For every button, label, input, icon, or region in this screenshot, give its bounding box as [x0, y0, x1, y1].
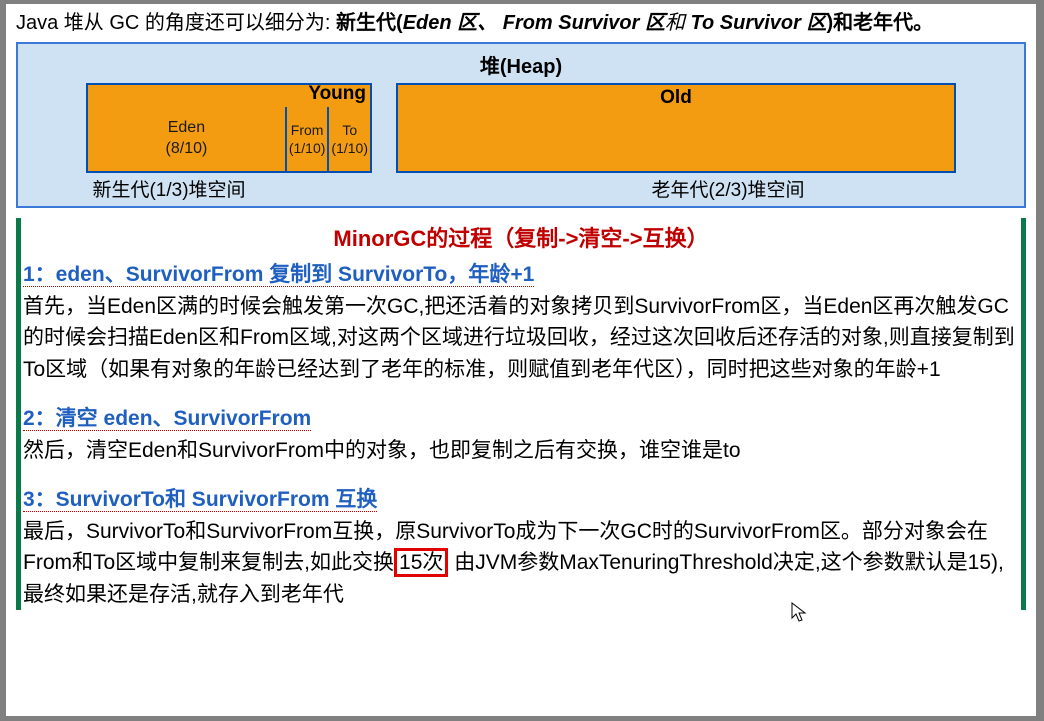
- intro-bold1: 新生代(: [336, 12, 403, 34]
- intro-bold3: 老年代。: [853, 12, 933, 34]
- young-label: Young: [308, 83, 366, 105]
- intro-ital1: Eden 区、 From Survivor 区: [403, 12, 665, 34]
- caption-row: 新生代(1/3)堆空间 老年代(2/3)堆空间: [26, 175, 1016, 202]
- boxed-15: 15次: [394, 548, 448, 577]
- step1: 1：eden、SurvivorFrom 复制到 SurvivorTo，年龄+1 …: [21, 259, 1021, 385]
- from-name: From: [289, 121, 326, 139]
- step2-body: 然后，清空Eden和SurvivorFrom中的对象，也即复制之后有交换，谁空谁…: [23, 439, 741, 462]
- heap-row: Young Eden (8/10) From (1/10) To (1/10): [26, 83, 1016, 173]
- intro-bold2: )和: [826, 12, 853, 34]
- intro-mid1: 和: [665, 12, 691, 34]
- old-box: Old: [396, 83, 956, 173]
- step1-head: 1：eden、SurvivorFrom 复制到 SurvivorTo，年龄+1: [23, 263, 534, 287]
- to-ratio: (1/10): [331, 139, 368, 157]
- eden-name: Eden: [88, 118, 285, 139]
- content-area: MinorGC的过程（复制->清空->互换） 1：eden、SurvivorFr…: [16, 218, 1026, 610]
- step3-head: 3：SurvivorTo和 SurvivorFrom 互换: [23, 488, 377, 512]
- intro-ital2: To Survivor 区: [691, 12, 827, 34]
- from-ratio: (1/10): [289, 139, 326, 157]
- caption-young: 新生代(1/3)堆空间: [26, 175, 312, 202]
- section-title: MinorGC的过程（复制->清空->互换）: [21, 222, 1021, 255]
- step1-body: 首先，当Eden区满的时候会触发第一次GC,把还活着的对象拷贝到Survivor…: [23, 295, 1015, 381]
- young-box: Young Eden (8/10) From (1/10) To (1/10): [86, 83, 372, 173]
- to-name: To: [331, 121, 368, 139]
- step3: 3：SurvivorTo和 SurvivorFrom 互换 最后，Survivo…: [21, 484, 1021, 610]
- document-page: Java 堆从 GC 的角度还可以细分为: 新生代(Eden 区、 From S…: [6, 4, 1036, 716]
- old-label: Old: [398, 87, 954, 109]
- spacer: [21, 466, 1021, 484]
- eden-ratio: (8/10): [88, 139, 285, 160]
- step2-head: 2：清空 eden、SurvivorFrom: [23, 407, 311, 431]
- heap-diagram: 堆(Heap) Young Eden (8/10) From (1/10) To…: [16, 42, 1026, 208]
- from-cell: From (1/10): [285, 107, 328, 171]
- eden-cell: Eden (8/10): [88, 107, 285, 171]
- to-cell: To (1/10): [327, 107, 370, 171]
- spacer: [21, 385, 1021, 403]
- heap-title: 堆(Heap): [26, 50, 1016, 79]
- step2: 2：清空 eden、SurvivorFrom 然后，清空Eden和Survivo…: [21, 403, 1021, 466]
- intro-pre: Java 堆从 GC 的角度还可以细分为:: [16, 12, 336, 34]
- intro-text: Java 堆从 GC 的角度还可以细分为: 新生代(Eden 区、 From S…: [6, 4, 1036, 40]
- caption-old: 老年代(2/3)堆空间: [448, 175, 1008, 202]
